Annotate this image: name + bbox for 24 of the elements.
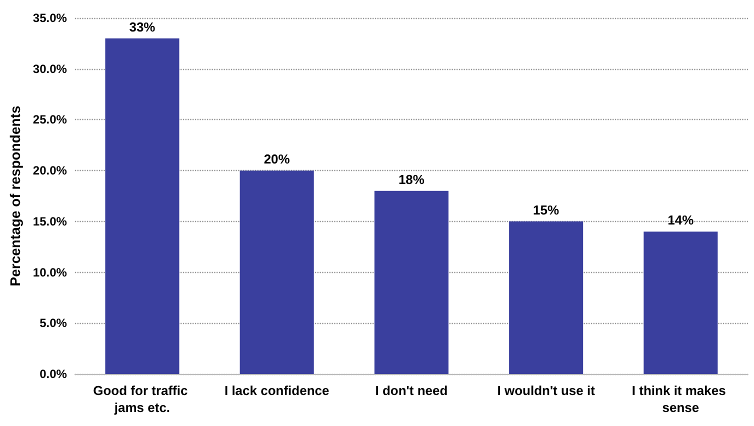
data-label: 33% xyxy=(129,19,156,34)
bar xyxy=(374,190,448,374)
bar xyxy=(105,38,180,374)
data-label: 20% xyxy=(264,152,290,167)
y-tick-label: 30.0% xyxy=(32,62,68,76)
x-tick-label: I lack confidence xyxy=(224,383,330,398)
bar xyxy=(240,170,314,374)
y-tick-label: 25.0% xyxy=(32,112,68,127)
y-tick-label: 20.0% xyxy=(32,164,68,178)
x-tick-label: I don't need xyxy=(375,383,448,398)
x-tick-label: I think it makes sense xyxy=(632,383,730,415)
data-label: 14% xyxy=(668,212,694,228)
y-tick-label: 0.0% xyxy=(40,367,68,381)
y-tick-label: 10.0% xyxy=(32,265,68,280)
y-tick-label: 5.0% xyxy=(40,316,68,330)
data-label: 15% xyxy=(533,202,560,218)
data-label: 18% xyxy=(398,172,425,187)
bar xyxy=(509,221,584,374)
y-tick-label: 15.0% xyxy=(32,214,68,228)
x-tick-label: Good for traffic jams etc. xyxy=(93,383,192,415)
y-tick-label: 35.0% xyxy=(32,11,68,25)
x-tick-label: I wouldn't use it xyxy=(497,383,596,398)
y-axis-title: Percentage of respondents xyxy=(7,106,23,286)
bar xyxy=(644,232,718,374)
